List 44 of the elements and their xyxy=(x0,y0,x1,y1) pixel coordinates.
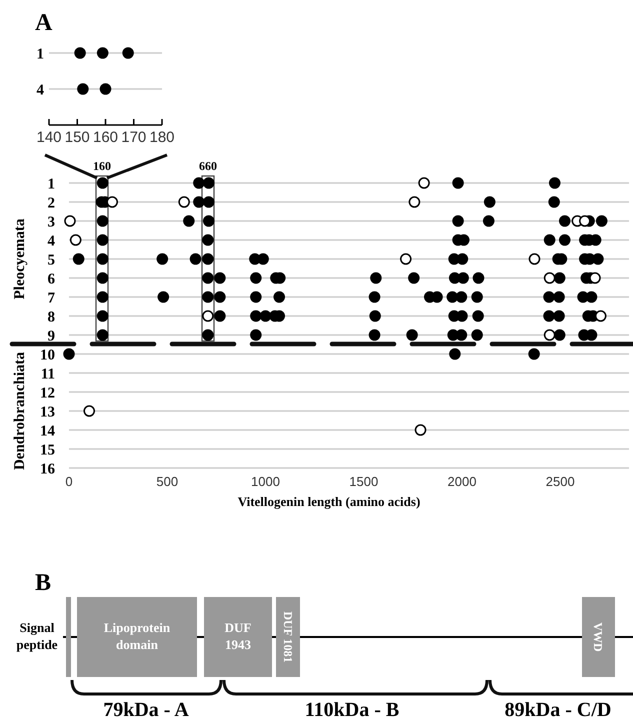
x-tick-label: 180 xyxy=(149,129,175,146)
x-axis-title: Vitellogenin length (amino acids) xyxy=(238,494,420,509)
text: Signal peptide xyxy=(16,620,58,652)
y-tick-label: 12 xyxy=(40,385,55,402)
y-tick-label: 5 xyxy=(48,252,55,268)
x-tick-label: 140 xyxy=(36,129,62,146)
y-tick-label: 16 xyxy=(40,461,56,478)
y-tick-label: 7 xyxy=(48,290,56,306)
y-tick-label: 8 xyxy=(48,309,55,326)
x-tick-label: 2000 xyxy=(448,474,476,489)
x-tick-label: 500 xyxy=(156,474,178,489)
y-tick-label: 6 xyxy=(48,271,56,288)
text: 160 xyxy=(93,159,111,173)
y-tick-label: 1 xyxy=(48,176,55,192)
y-tick-label: 4 xyxy=(36,82,44,98)
chart-title: A xyxy=(35,10,53,36)
y-tick-label: 2 xyxy=(48,195,55,212)
y-tick-label: 15 xyxy=(40,442,55,458)
x-tick-label: 150 xyxy=(64,129,90,146)
y-tick-label: 10 xyxy=(40,347,55,364)
x-tick-label: 2500 xyxy=(546,474,575,489)
x-tick-label: 1000 xyxy=(251,474,280,489)
y-tick-label: 4 xyxy=(48,233,56,250)
x-tick-label: 1500 xyxy=(349,474,378,489)
text: DUF 1081 xyxy=(280,611,295,663)
y-tick-label: 13 xyxy=(40,404,55,420)
y-tick-label: 9 xyxy=(48,328,55,344)
x-tick-label: 170 xyxy=(121,129,146,146)
text: 79kDa - A xyxy=(103,699,190,720)
y-tick-label: 3 xyxy=(48,214,55,230)
text: Lipoprotein domain xyxy=(104,620,171,652)
text: 660 xyxy=(199,159,217,173)
text: 110kDa - B xyxy=(304,699,400,720)
x-tick-label: 0 xyxy=(65,474,73,489)
text: VWD xyxy=(590,622,605,652)
y-tick-label: 1 xyxy=(36,46,44,62)
x-tick-label: 160 xyxy=(92,129,118,146)
y-tick-label: 14 xyxy=(40,423,56,440)
text: DUF 1943 xyxy=(224,620,252,652)
text: Dendrobranchiata xyxy=(12,351,28,470)
text: 89kDa - C/D xyxy=(504,699,612,720)
text: Pleocyemata xyxy=(12,218,28,300)
text: B xyxy=(35,570,52,596)
y-tick-label: 11 xyxy=(40,366,55,382)
